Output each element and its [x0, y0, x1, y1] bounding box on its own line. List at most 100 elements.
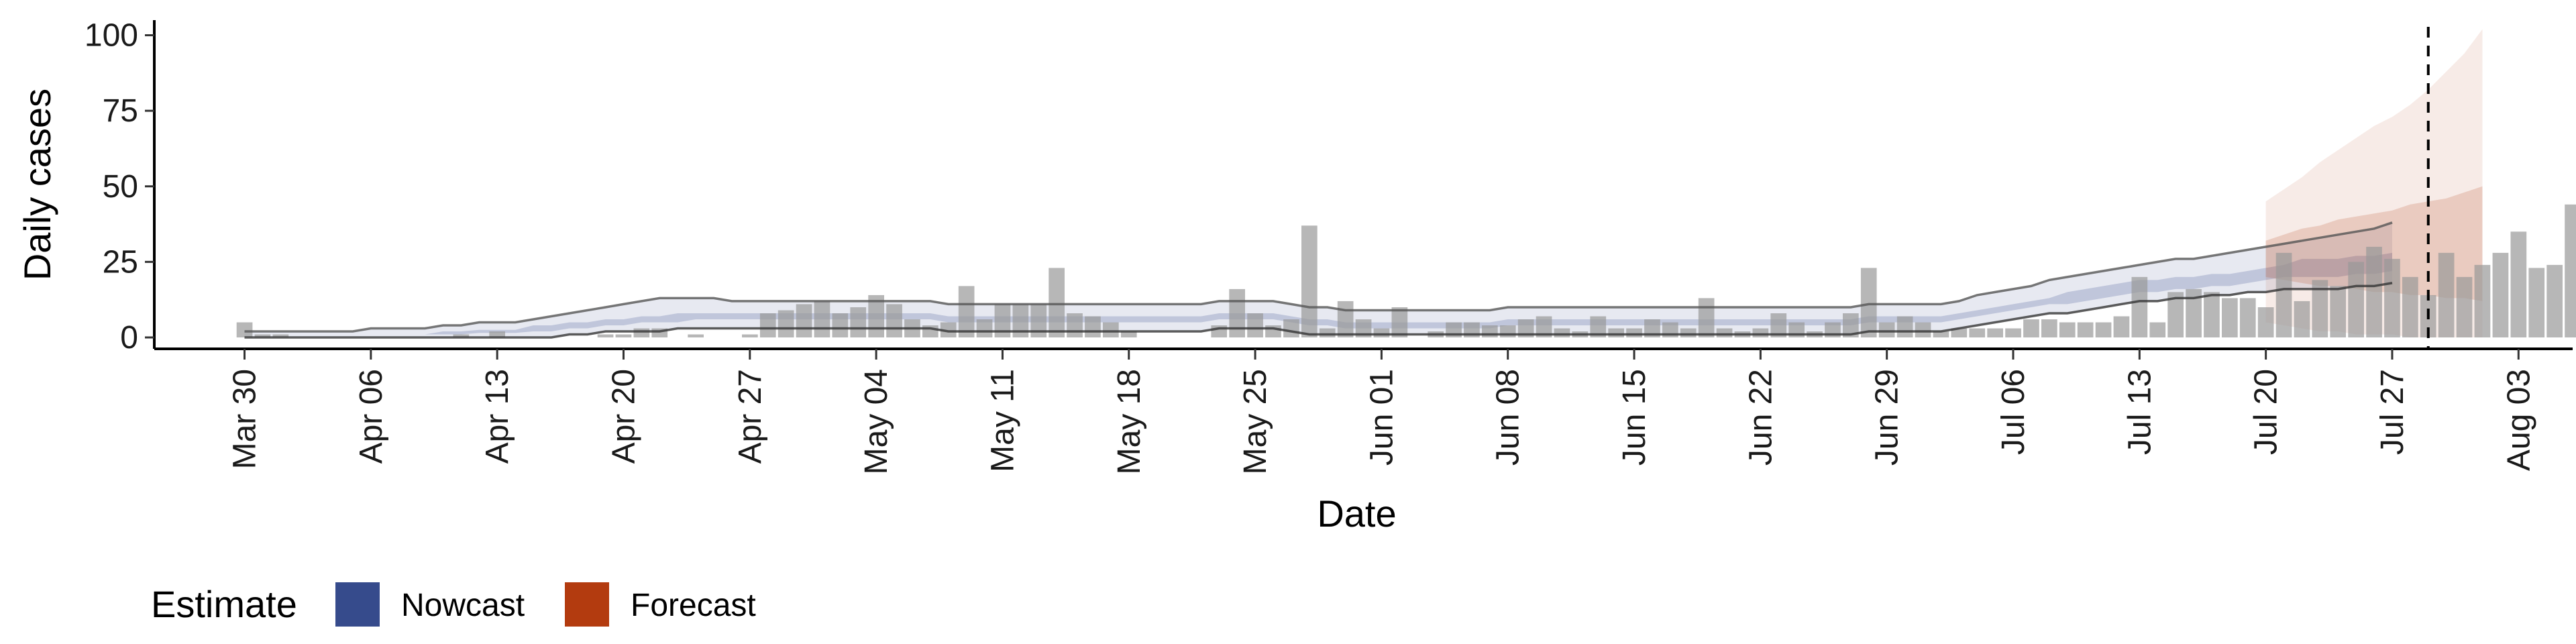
observed-bar — [2095, 322, 2112, 337]
observed-bar — [1373, 328, 1390, 337]
y-tick-label: 0 — [120, 320, 138, 356]
observed-bar — [1067, 313, 1083, 337]
interval-lines — [244, 221, 2393, 339]
x-tick-label: Jun 08 — [1491, 369, 1526, 466]
observed-bar — [777, 310, 794, 337]
observed-bar — [2348, 262, 2364, 337]
nowcast-lower-line — [244, 282, 2393, 339]
observed-bar — [1265, 325, 1281, 337]
observed-bar — [2294, 301, 2310, 337]
observed-bar — [1085, 316, 1101, 337]
observed-bar — [1030, 304, 1047, 337]
observed-bar — [2366, 246, 2382, 337]
observed-bar — [1878, 322, 1895, 337]
observed-bar — [2113, 316, 2130, 337]
observed-bar — [1301, 225, 1318, 337]
observed-bar — [597, 334, 614, 337]
observed-bar — [2077, 322, 2094, 337]
observed-bar — [1896, 316, 1913, 337]
x-tick-label: Apr 27 — [733, 369, 768, 464]
observed-bar — [1951, 328, 1968, 337]
x-tick-label: Apr 13 — [480, 369, 515, 464]
x-tick-label: Jul 27 — [2375, 369, 2410, 455]
observed-bar — [958, 286, 975, 337]
observed-bar — [1012, 304, 1029, 337]
observed-bar — [2312, 280, 2328, 337]
observed-bar — [922, 325, 938, 337]
observed-bar — [1987, 328, 2003, 337]
observed-bar — [1355, 319, 1372, 337]
observed-bar — [1915, 322, 1931, 337]
observed-bar — [236, 322, 253, 337]
observed-bar — [1716, 328, 1733, 337]
observed-bar — [994, 304, 1011, 337]
observed-bar — [2565, 204, 2576, 337]
legend-label-nowcast: Nowcast — [401, 588, 525, 623]
x-tick-label: Aug 03 — [2501, 369, 2536, 471]
x-tick-label: May 04 — [859, 369, 894, 474]
observed-bar — [1860, 268, 1877, 337]
observed-bar — [796, 304, 812, 337]
observed-bar — [1517, 319, 1534, 337]
x-tick-label: Jun 29 — [1870, 369, 1905, 466]
observed-bar — [2257, 307, 2274, 337]
observed-bar — [453, 334, 470, 337]
y-tick-label: 100 — [85, 18, 138, 54]
observed-bar — [2330, 286, 2347, 337]
observed-bar — [1843, 313, 1859, 337]
x-tick-label: May 11 — [985, 369, 1020, 472]
observed-bar — [1120, 331, 1137, 337]
observed-bar — [1482, 325, 1498, 337]
legend-label-forecast: Forecast — [631, 588, 756, 623]
observed-bar — [2149, 322, 2166, 337]
observed-bar — [1319, 328, 1336, 337]
observed-bar — [886, 304, 902, 337]
observed-bar — [742, 334, 758, 337]
observed-bar — [1680, 328, 1697, 337]
x-tick-label: Apr 20 — [606, 369, 642, 464]
x-tick-label: Jul 13 — [2122, 369, 2157, 455]
observed-bar — [272, 334, 289, 337]
x-tick-label: Mar 30 — [227, 369, 263, 469]
observed-bar — [1211, 325, 1228, 337]
observed-bar — [2167, 292, 2184, 337]
observed-bar — [2510, 231, 2527, 337]
observed-bar — [1698, 298, 1715, 337]
y-axis-title: Daily cases — [16, 89, 58, 280]
observed-bar — [2204, 292, 2220, 337]
observed-bar — [1770, 313, 1787, 337]
observed-bar — [1626, 328, 1642, 337]
y-tick-label: 75 — [103, 93, 138, 129]
observed-bar — [1554, 328, 1570, 337]
observed-bar — [1644, 319, 1660, 337]
observed-bar — [2438, 252, 2455, 337]
observed-bar — [814, 301, 830, 337]
observed-bar — [2456, 276, 2473, 337]
observed-bar — [1969, 328, 1986, 337]
observed-bar — [1337, 301, 1354, 337]
nowcast-upper-line — [244, 221, 2393, 333]
legend-title: Estimate — [151, 583, 297, 625]
x-tick-label: Jun 22 — [1743, 369, 1778, 466]
observed-bar — [1283, 319, 1299, 337]
observed-bar — [2023, 319, 2039, 337]
observed-bar — [1229, 288, 1245, 337]
observed-bar — [254, 334, 271, 337]
axes: 0 25 50 75 100 Mar 30 Apr 06 Apr 13 Apr 20 Apr 27… — [16, 18, 2573, 535]
nowcast-90ci-band — [244, 222, 2392, 337]
x-tick-label: Jul 06 — [1996, 369, 2031, 455]
observed-bar — [615, 334, 632, 337]
observed-bar — [976, 319, 993, 337]
observed-bar — [1933, 331, 1949, 337]
observed-bar — [868, 294, 884, 337]
observed-bar — [2528, 268, 2545, 337]
x-tick-label: Apr 06 — [354, 369, 389, 464]
observed-bar — [2186, 288, 2202, 337]
legend-swatch-nowcast — [335, 582, 380, 627]
observed-bar — [688, 334, 704, 337]
y-tick-label: 50 — [103, 169, 138, 205]
observed-bar — [489, 331, 505, 337]
observed-bar — [2384, 258, 2400, 337]
observed-bar — [1103, 322, 1119, 337]
x-tick-label: Jul 20 — [2249, 369, 2284, 455]
